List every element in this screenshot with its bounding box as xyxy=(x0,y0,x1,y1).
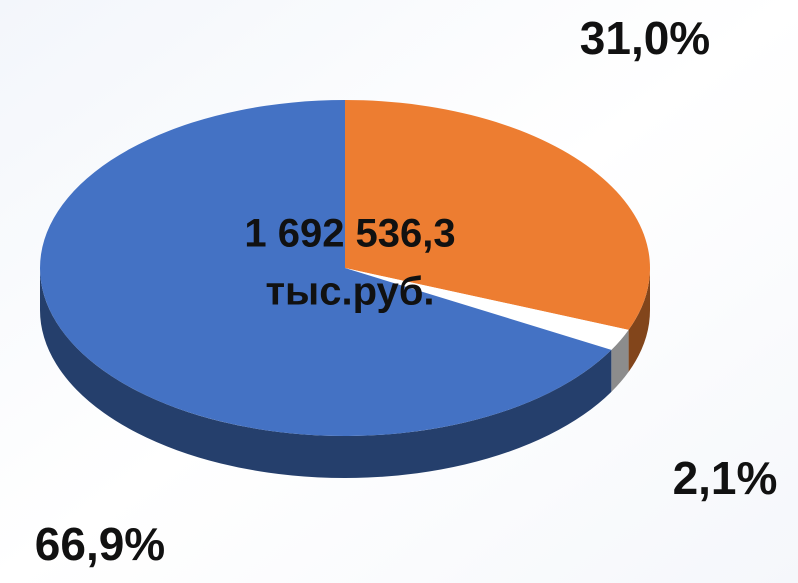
slice-side xyxy=(611,329,629,392)
slice xyxy=(345,268,629,350)
center-value: 1 692 536,3 xyxy=(244,212,455,256)
data-label: 66,9% xyxy=(35,518,165,570)
data-label: 31,0% xyxy=(580,12,710,64)
slice-side xyxy=(39,268,612,479)
data-label: 2,1% xyxy=(673,452,778,504)
slice-side xyxy=(628,268,650,372)
pie-tops xyxy=(40,100,651,436)
slice xyxy=(40,100,612,436)
center-unit: тыс.руб. xyxy=(265,270,434,314)
pie-sides xyxy=(39,268,650,479)
slice xyxy=(345,100,651,330)
